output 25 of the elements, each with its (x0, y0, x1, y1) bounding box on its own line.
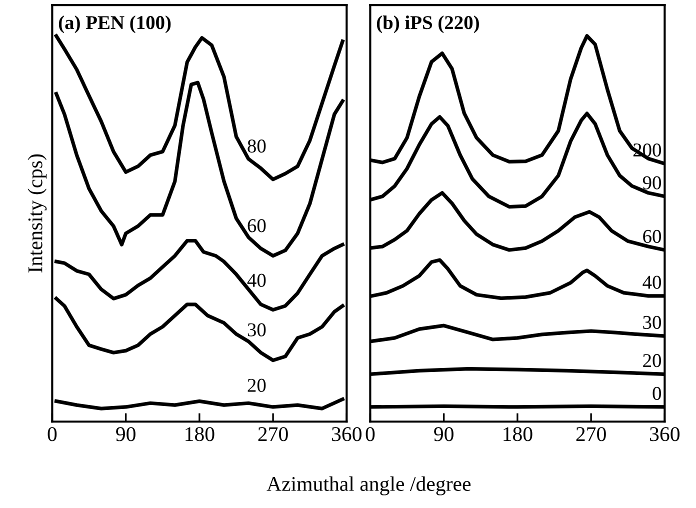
series-label: 20 (643, 354, 661, 368)
x-tick-label: 0 (366, 427, 375, 442)
x-tick-label: 360 (332, 427, 362, 442)
y-axis-title: Intensity (cps) (28, 154, 47, 272)
series-label: 20 (248, 378, 266, 392)
series-label: 60 (643, 230, 661, 243)
x-tick-label: 90 (116, 427, 136, 442)
x-tick-label: 360 (650, 427, 680, 442)
series-label: 30 (248, 323, 266, 336)
series-label: 0 (652, 386, 661, 400)
chart-title: (a) PEN (100) (58, 15, 171, 34)
x-tick-label: 0 (48, 427, 57, 442)
series-label: 40 (642, 276, 661, 289)
series-label: 30 (643, 316, 661, 329)
series-label: 80 (248, 140, 266, 153)
x-tick-label: 180 (504, 427, 532, 442)
chart-title: (b) iPS (220) (376, 15, 479, 34)
x-tick-label: 270 (576, 427, 606, 442)
x-tick-label: 270 (258, 427, 288, 442)
x-axis-title: Azimuthal angle /degree (266, 476, 471, 496)
series-label: 90 (642, 176, 661, 190)
x-tick-label: 90 (434, 427, 454, 442)
series-label: 60 (248, 219, 266, 232)
series-label: 40 (247, 274, 266, 287)
x-tick-label: 180 (186, 427, 214, 442)
